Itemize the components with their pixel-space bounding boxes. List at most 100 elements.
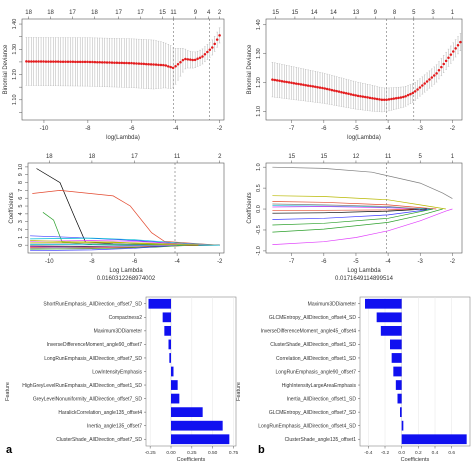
p5-bar-2 — [380, 325, 402, 336]
p0-point-64 — [181, 58, 185, 62]
p4-category-label-5: LowIntensityEmphasis — [92, 369, 142, 375]
p1-point-7 — [287, 81, 291, 84]
p1-xtick-label-3: -4 — [385, 126, 391, 132]
p1-point-64 — [423, 82, 426, 85]
p1-point-14 — [304, 83, 307, 87]
p0-point-50 — [147, 62, 150, 66]
p3-ytick-label-2: 0.0 — [256, 205, 262, 213]
p5-xlabel: Coefficients — [401, 457, 430, 462]
p0-point-32 — [103, 61, 106, 64]
p3-xtick-label-2: -5 — [353, 259, 359, 265]
p1-point-11 — [297, 82, 300, 86]
p1-point-32 — [347, 92, 350, 96]
p1-xtick-label-5: -2 — [450, 126, 456, 132]
p4-ylabel: Feature — [5, 382, 11, 401]
p0-point-42 — [127, 61, 131, 65]
p2-top-tick-label-3: 11 — [174, 154, 181, 160]
p0-point-63 — [179, 60, 182, 64]
p5-bar-7 — [397, 393, 402, 404]
p0-point-56 — [162, 63, 165, 67]
p0-point-18 — [69, 60, 72, 64]
p1-point-13 — [302, 83, 305, 87]
p0-point-53 — [154, 63, 158, 66]
p0-points — [25, 27, 221, 90]
p3-xlabel: Log Lambda — [347, 268, 381, 274]
p0-point-31 — [100, 61, 104, 64]
p1-point-24 — [328, 88, 331, 91]
p1-point-57 — [406, 93, 410, 97]
p0-point-59 — [169, 65, 172, 69]
p0-point-45 — [135, 62, 138, 65]
p5-bar-10 — [401, 434, 467, 445]
p1-point-1 — [273, 78, 277, 82]
p5-category-label-3: ClusterShade_AllDirection_offset1_SD — [270, 342, 356, 348]
p1-top-tick-label-7: 5 — [412, 10, 416, 16]
p0-point-9 — [47, 60, 50, 63]
p0-point-1 — [27, 60, 31, 63]
p1-ytick-label-2: 1.30 — [256, 48, 262, 59]
p1-point-10 — [294, 82, 298, 85]
p1-point-9 — [292, 81, 296, 85]
p1-point-19 — [316, 85, 319, 89]
p5-bar-5 — [393, 366, 402, 377]
p3-xtick-label-5: -2 — [450, 259, 456, 265]
p0-point-16 — [64, 60, 67, 63]
p3-top-tick-label-3: 11 — [385, 154, 392, 160]
p3-top-tick-label-4: 5 — [419, 154, 423, 160]
p2-xtick-label-4: -2 — [217, 259, 223, 265]
p1-point-51 — [392, 97, 396, 100]
p5-xtick-label-0: -0.4 — [364, 450, 373, 456]
p2-top-tick-label-2: 17 — [131, 154, 138, 160]
p0-point-51 — [149, 63, 153, 66]
p0-point-22 — [78, 60, 82, 64]
p5-xtick-label-2: 0.0 — [398, 450, 405, 456]
p1-point-77 — [454, 47, 457, 50]
p2-top-tick-label-1: 18 — [89, 154, 96, 160]
p1-point-46 — [380, 98, 384, 102]
p4-category-label-10: ClusterShade_AllDirection_offset7_SD — [56, 437, 142, 443]
p1-point-70 — [437, 69, 441, 72]
p2-xtick-label-1: -8 — [89, 259, 95, 265]
p2-series-line-4 — [30, 237, 220, 246]
p1-top-tick-label-6: 8 — [393, 10, 397, 16]
p2-ytick-label-6: 6 — [18, 197, 24, 200]
p1-point-56 — [404, 94, 407, 98]
p0-ylabel: Binomial Deviance — [3, 44, 9, 94]
p1-point-26 — [333, 89, 336, 92]
p0-point-43 — [130, 61, 133, 65]
p0-point-28 — [93, 60, 97, 64]
p0-point-57 — [164, 64, 168, 67]
p3-series-line-0 — [272, 166, 453, 199]
p4-category-label-7: GreyLevelNonuniformity_AllDirection_offs… — [33, 396, 143, 402]
p0-point-6 — [39, 60, 43, 63]
p1-xtick-label-0: -7 — [289, 126, 295, 132]
p0-point-75 — [208, 48, 212, 51]
p1-point-29 — [340, 90, 343, 94]
p5-ylabel: Feature — [236, 382, 242, 401]
p5-category-label-9: LongRunEmphasis_AllDirection_offset4_SD — [258, 423, 356, 429]
p4-bar-9 — [171, 420, 223, 431]
p1-point-60 — [413, 90, 417, 93]
p3-xtick-label-1: -6 — [321, 259, 327, 265]
p0-point-68 — [191, 58, 194, 62]
p1-top-tick-label-2: 14 — [311, 10, 318, 16]
p2-series-line-7 — [30, 243, 220, 246]
p1-point-76 — [452, 50, 455, 53]
p1-point-21 — [321, 86, 324, 90]
p0-ytick-label-3: 1.20 — [12, 69, 18, 80]
p4-xlabel: Coefficients — [177, 457, 206, 462]
p0-top-tick-label-1: 18 — [47, 10, 54, 16]
p4-category-label-2: Maximum3DDiameter — [94, 329, 143, 335]
p0-point-11 — [52, 60, 55, 63]
p0-point-4 — [34, 60, 38, 63]
p4-category-label-4: LongRunEmphasis_AllDirection_offset7_SD — [44, 356, 142, 362]
p2-ytick-label-9: 9 — [18, 173, 24, 176]
p5-category-label-10: ClusterShade_angle135_offset1 — [285, 437, 357, 443]
p2-ytick-label-3: 3 — [18, 220, 24, 223]
p1-point-12 — [299, 83, 303, 86]
p0-point-40 — [122, 61, 126, 65]
p5-category-label-1: GLCMEntropy_AllDirection_offset4_SD — [269, 315, 357, 321]
p5-bar-0 — [365, 298, 402, 309]
p4-bar-1 — [162, 312, 171, 323]
p1-top-tick-label-8: 3 — [431, 10, 435, 16]
